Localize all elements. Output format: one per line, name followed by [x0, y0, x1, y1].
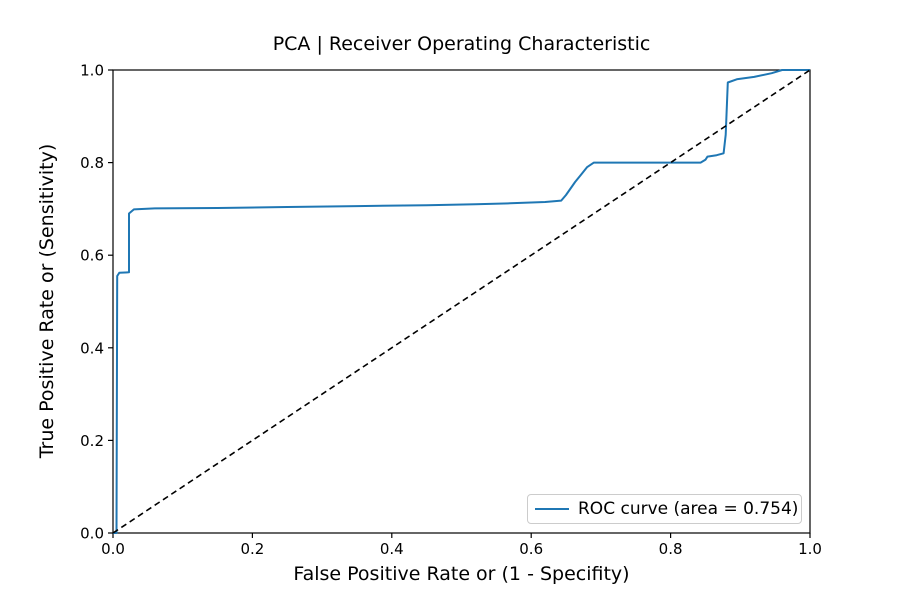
x-tick-label: 0.0: [101, 540, 125, 558]
y-tick-label: 1.0: [80, 62, 104, 80]
x-tick-label: 1.0: [798, 540, 822, 558]
x-tick-label: 0.2: [240, 540, 264, 558]
y-axis-label: True Positive Rate or (Sensitivity): [36, 143, 58, 459]
x-axis-label: False Positive Rate or (1 - Specifity): [293, 563, 630, 585]
y-tick-label: 0.0: [80, 525, 104, 543]
legend: ROC curve (area = 0.754): [527, 494, 802, 524]
y-tick-label: 0.4: [80, 339, 104, 357]
axes-spines: [112, 69, 811, 534]
y-tick-label: 0.2: [80, 432, 104, 450]
chance-diagonal-line: [112, 69, 811, 534]
chart-title: PCA | Receiver Operating Characteristic: [272, 33, 651, 55]
x-tick-label: 0.6: [519, 540, 543, 558]
y-tick-label: 0.8: [80, 154, 104, 172]
x-tick-label: 0.4: [380, 540, 404, 558]
x-tick-label: 0.8: [659, 540, 683, 558]
y-tick-label: 0.6: [80, 247, 104, 265]
legend-line-sample: [535, 508, 569, 510]
roc-curve-line: [113, 69, 810, 534]
legend-label: ROC curve (area = 0.754): [578, 499, 799, 519]
